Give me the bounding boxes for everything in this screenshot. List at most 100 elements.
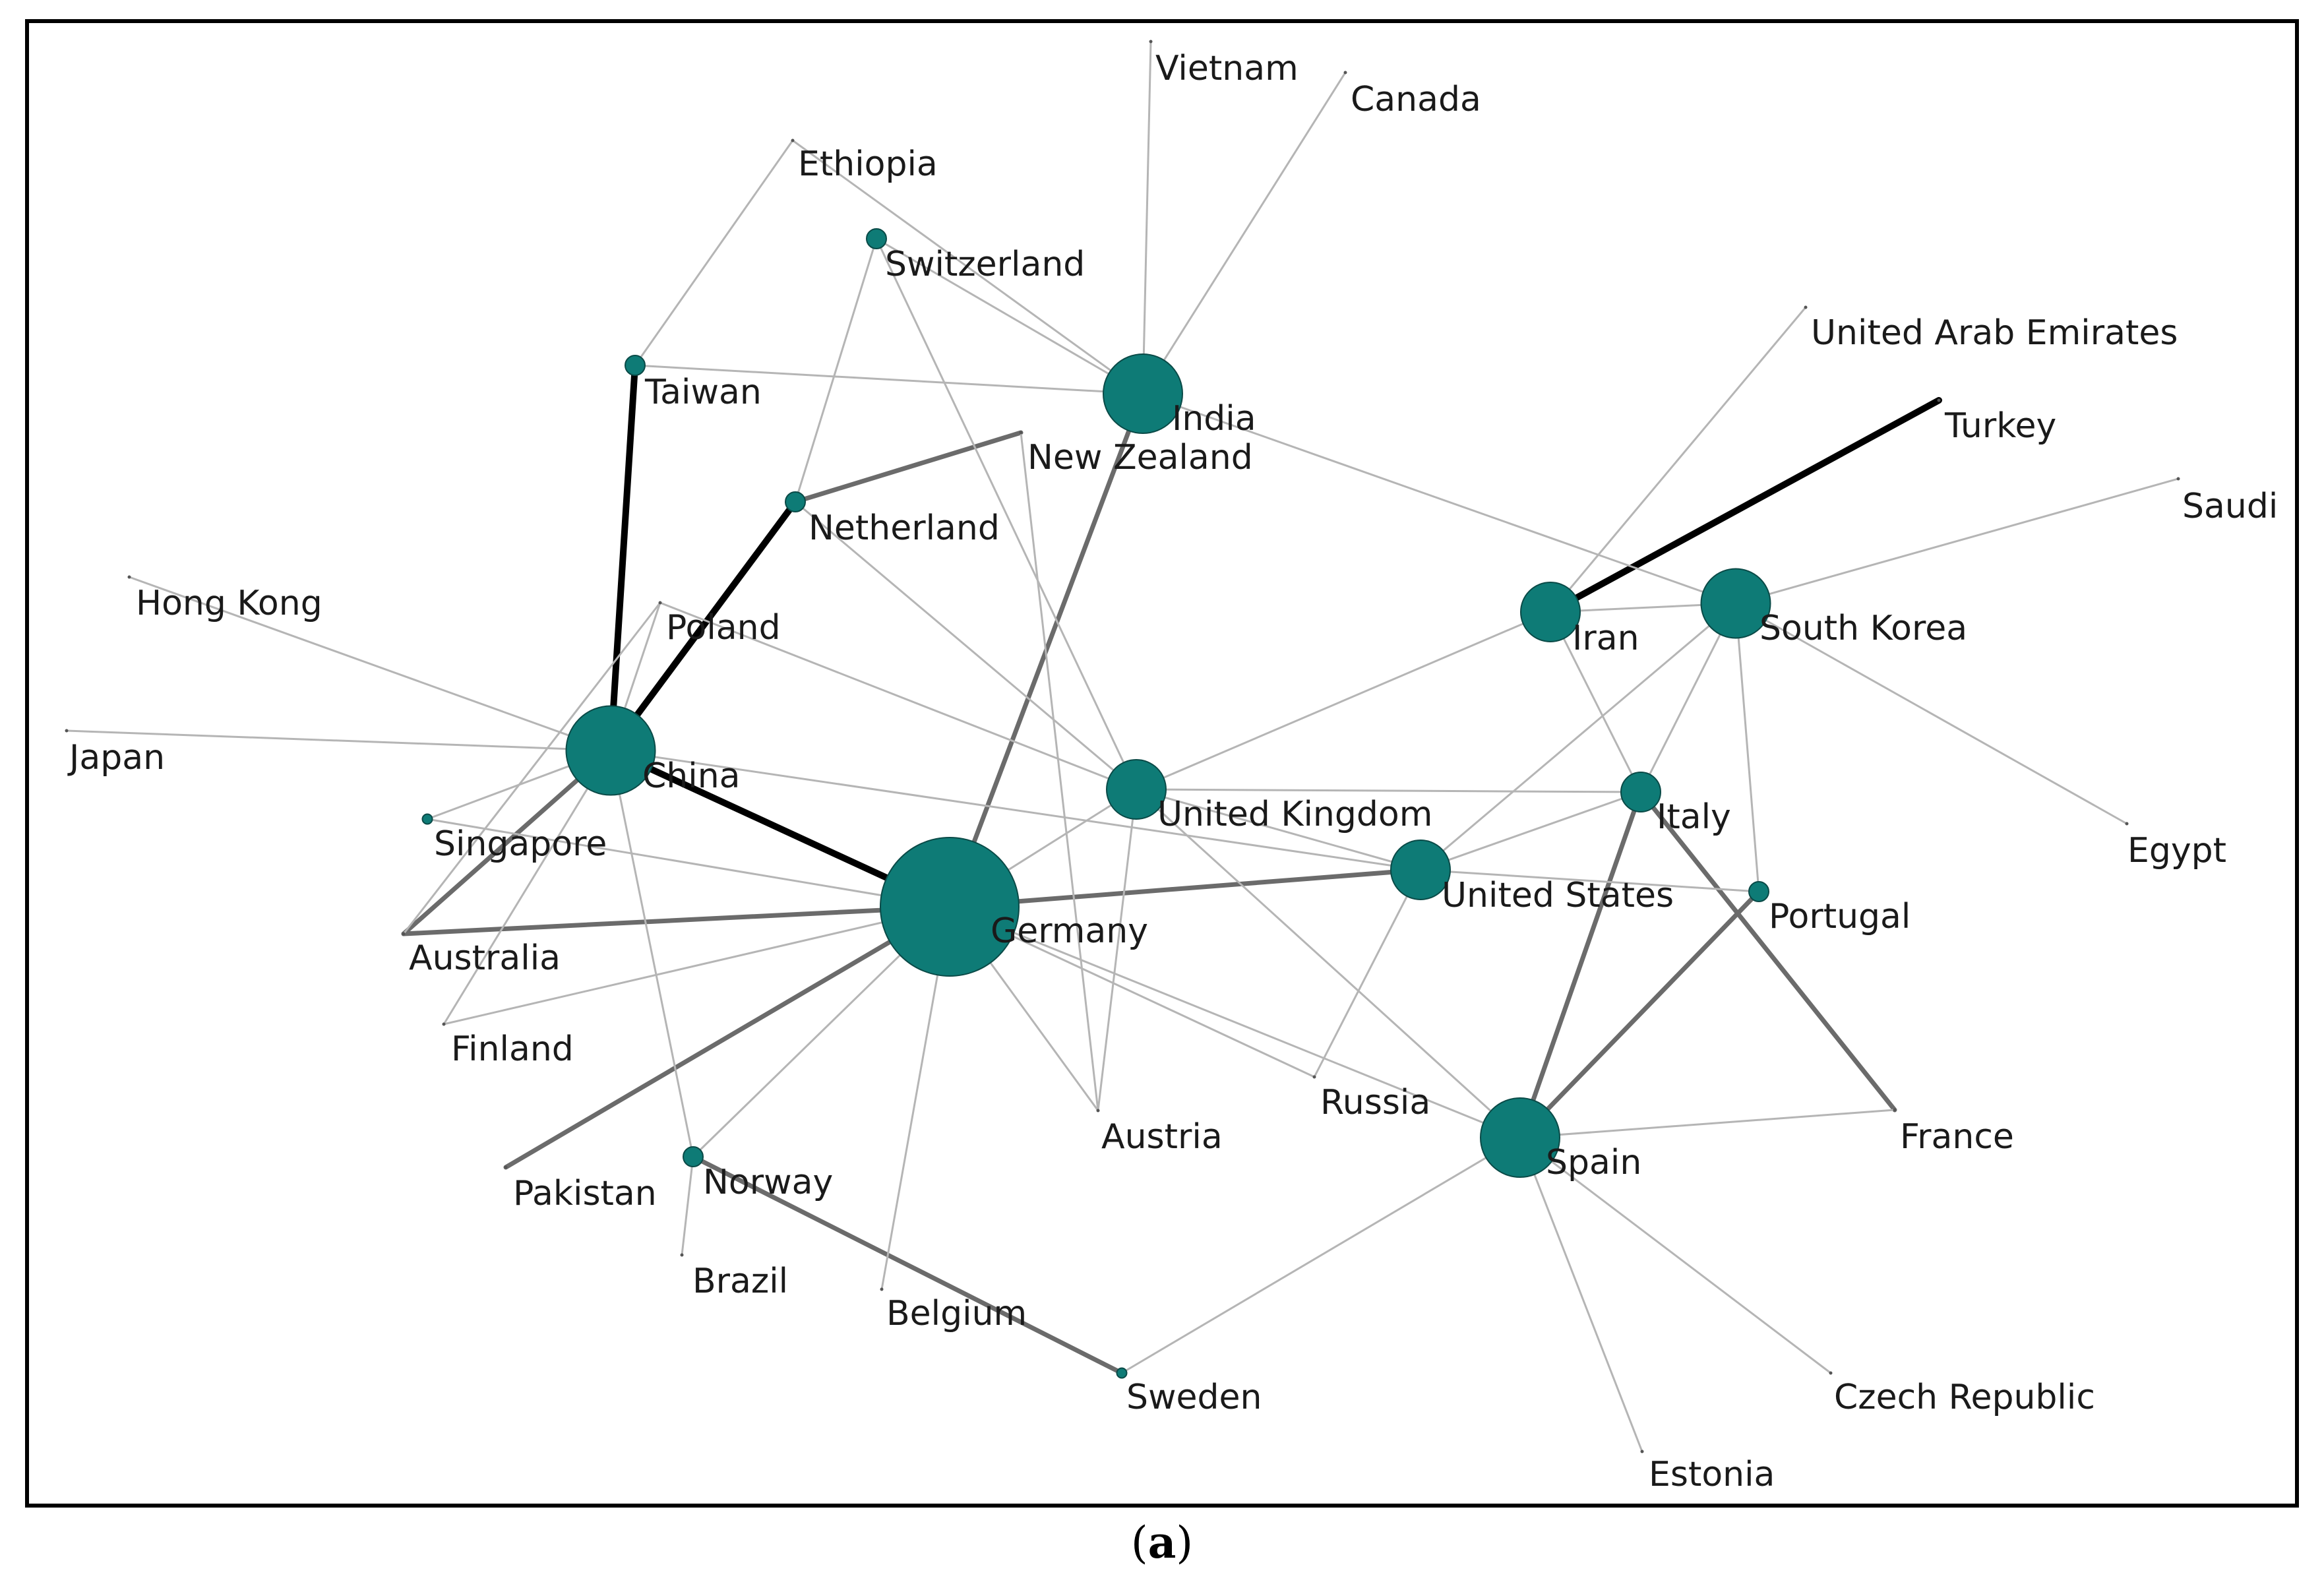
node-turkey <box>1937 398 1941 402</box>
edge-united-states-russia <box>1313 869 1422 1078</box>
edge-iran-italy <box>1549 611 1642 793</box>
node-switzerland <box>866 228 887 249</box>
node-saudi <box>2176 477 2180 481</box>
label-belgium: Belgium <box>886 1294 1027 1333</box>
edge-united-states-south-korea <box>1419 602 1737 871</box>
edge-united-kingdom-italy <box>1135 788 1642 793</box>
edge-iran-united-arab-emirates <box>1549 306 1807 613</box>
edge-india-canada <box>1142 71 1347 395</box>
edge-germany-spain <box>948 905 1521 1139</box>
node-india <box>1103 353 1183 434</box>
edge-germany-pakistan <box>503 904 952 1170</box>
network-labels: Vietnam Canada Ethiopia Switzerland Taiwan In… <box>67 49 2278 1494</box>
edge-united-states-italy <box>1419 791 1642 871</box>
node-sweden <box>1116 1367 1128 1379</box>
caption-letter: a <box>1147 1517 1177 1568</box>
label-france: France <box>1900 1117 2014 1157</box>
figure-frame <box>25 19 2299 1508</box>
node-finland <box>442 1022 446 1026</box>
edge-china-norway <box>609 749 694 1158</box>
label-germany: Germany <box>991 911 1148 951</box>
node-united-states <box>1390 840 1451 900</box>
edge-united-states-portugal <box>1419 869 1760 893</box>
network-nodes <box>65 40 2180 1453</box>
edge-india-ethiopia <box>791 139 1144 395</box>
label-sweden: Sweden <box>1126 1378 1262 1417</box>
node-norway <box>683 1146 704 1167</box>
label-united-kingdom: United Kingdom <box>1157 795 1432 834</box>
node-south-korea <box>1700 568 1771 639</box>
node-australia <box>402 932 406 936</box>
edge-india-vietnam <box>1142 40 1152 395</box>
edge-poland-australia <box>402 601 661 935</box>
edge-spain-portugal <box>1517 889 1761 1140</box>
edge-spain-czech-republic <box>1519 1136 1832 1374</box>
edge-china-netherland <box>607 499 799 754</box>
node-netherland <box>785 491 806 512</box>
edge-italy-france <box>1638 789 1897 1113</box>
node-iran <box>1520 582 1581 642</box>
edge-united-kingdom-united-states <box>1135 788 1422 871</box>
edge-united-kingdom-austria <box>1097 788 1138 1112</box>
edge-germany-united-states <box>947 867 1423 909</box>
label-canada: Canada <box>1351 80 1481 119</box>
label-ethiopia: Ethiopia <box>798 144 938 184</box>
edge-finland-germany <box>443 905 951 1025</box>
edge-iran-turkey <box>1547 397 1942 615</box>
edge-china-united-states <box>609 749 1422 871</box>
edge-south-korea-portugal <box>1734 602 1760 893</box>
node-hong-kong <box>127 575 131 579</box>
edge-poland-united-kingdom <box>659 601 1138 791</box>
label-italy: Italy <box>1657 797 1731 837</box>
edge-spain-italy <box>1517 789 1643 1140</box>
label-switzerland: Switzerland <box>885 245 1085 284</box>
label-czech-republic: Czech Republic <box>1834 1378 2095 1417</box>
label-austria: Austria <box>1101 1117 1223 1157</box>
label-estonia: Estonia <box>1649 1455 1775 1494</box>
edge-switzerland-netherland <box>794 237 878 503</box>
node-united-kingdom <box>1106 759 1167 820</box>
label-netherland: Netherland <box>809 508 1000 548</box>
network-edges <box>65 40 2180 1453</box>
label-spain: Spain <box>1546 1143 1641 1182</box>
edge-south-korea-saudi <box>1734 477 2180 605</box>
node-japan <box>65 729 69 733</box>
label-taiwan: Taiwan <box>644 373 762 412</box>
label-south-korea: South Korea <box>1759 609 1967 648</box>
label-saudi: Saudi <box>2182 487 2278 526</box>
label-brazil: Brazil <box>692 1262 788 1301</box>
edge-singapore-germany <box>426 818 951 908</box>
node-united-arab-emirates <box>1804 305 1808 309</box>
edge-switzerland-united-kingdom <box>875 237 1138 791</box>
edge-spain-france <box>1519 1109 1896 1139</box>
label-united-states: United States <box>1442 876 1674 915</box>
node-singapore <box>421 813 433 825</box>
node-brazil <box>680 1253 684 1257</box>
edge-ethiopia-taiwan <box>634 139 794 367</box>
edge-hong-kong-china <box>128 576 612 752</box>
node-germany <box>880 837 1020 977</box>
node-new-zealand <box>1019 431 1023 435</box>
edge-united-kingdom-iran <box>1135 611 1552 791</box>
label-norway: Norway <box>703 1163 833 1202</box>
label-japan: Japan <box>67 738 165 778</box>
label-finland: Finland <box>451 1029 574 1069</box>
edge-china-taiwan <box>607 362 638 754</box>
edge-spain-sweden <box>1120 1136 1521 1374</box>
node-pakistan <box>504 1165 508 1169</box>
caption-close-paren: ) <box>1176 1517 1194 1568</box>
edge-germany-australia <box>401 904 952 936</box>
edge-united-kingdom-spain <box>1135 788 1521 1139</box>
edge-spain-estonia <box>1519 1136 1643 1453</box>
edge-china-australia <box>401 748 613 936</box>
node-italy <box>1620 772 1661 812</box>
node-belgium <box>880 1287 884 1291</box>
label-india: India <box>1172 399 1256 439</box>
node-portugal <box>1748 881 1769 902</box>
label-china: China <box>642 756 741 796</box>
node-estonia <box>1640 1450 1644 1453</box>
node-russia <box>1312 1075 1316 1079</box>
edge-norway-brazil <box>681 1155 694 1256</box>
node-austria <box>1096 1109 1100 1113</box>
